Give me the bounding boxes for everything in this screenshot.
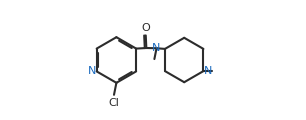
Text: Cl: Cl	[109, 98, 119, 108]
Text: N: N	[152, 43, 161, 53]
Text: O: O	[141, 23, 150, 33]
Text: N: N	[88, 66, 96, 76]
Text: N: N	[204, 66, 213, 76]
